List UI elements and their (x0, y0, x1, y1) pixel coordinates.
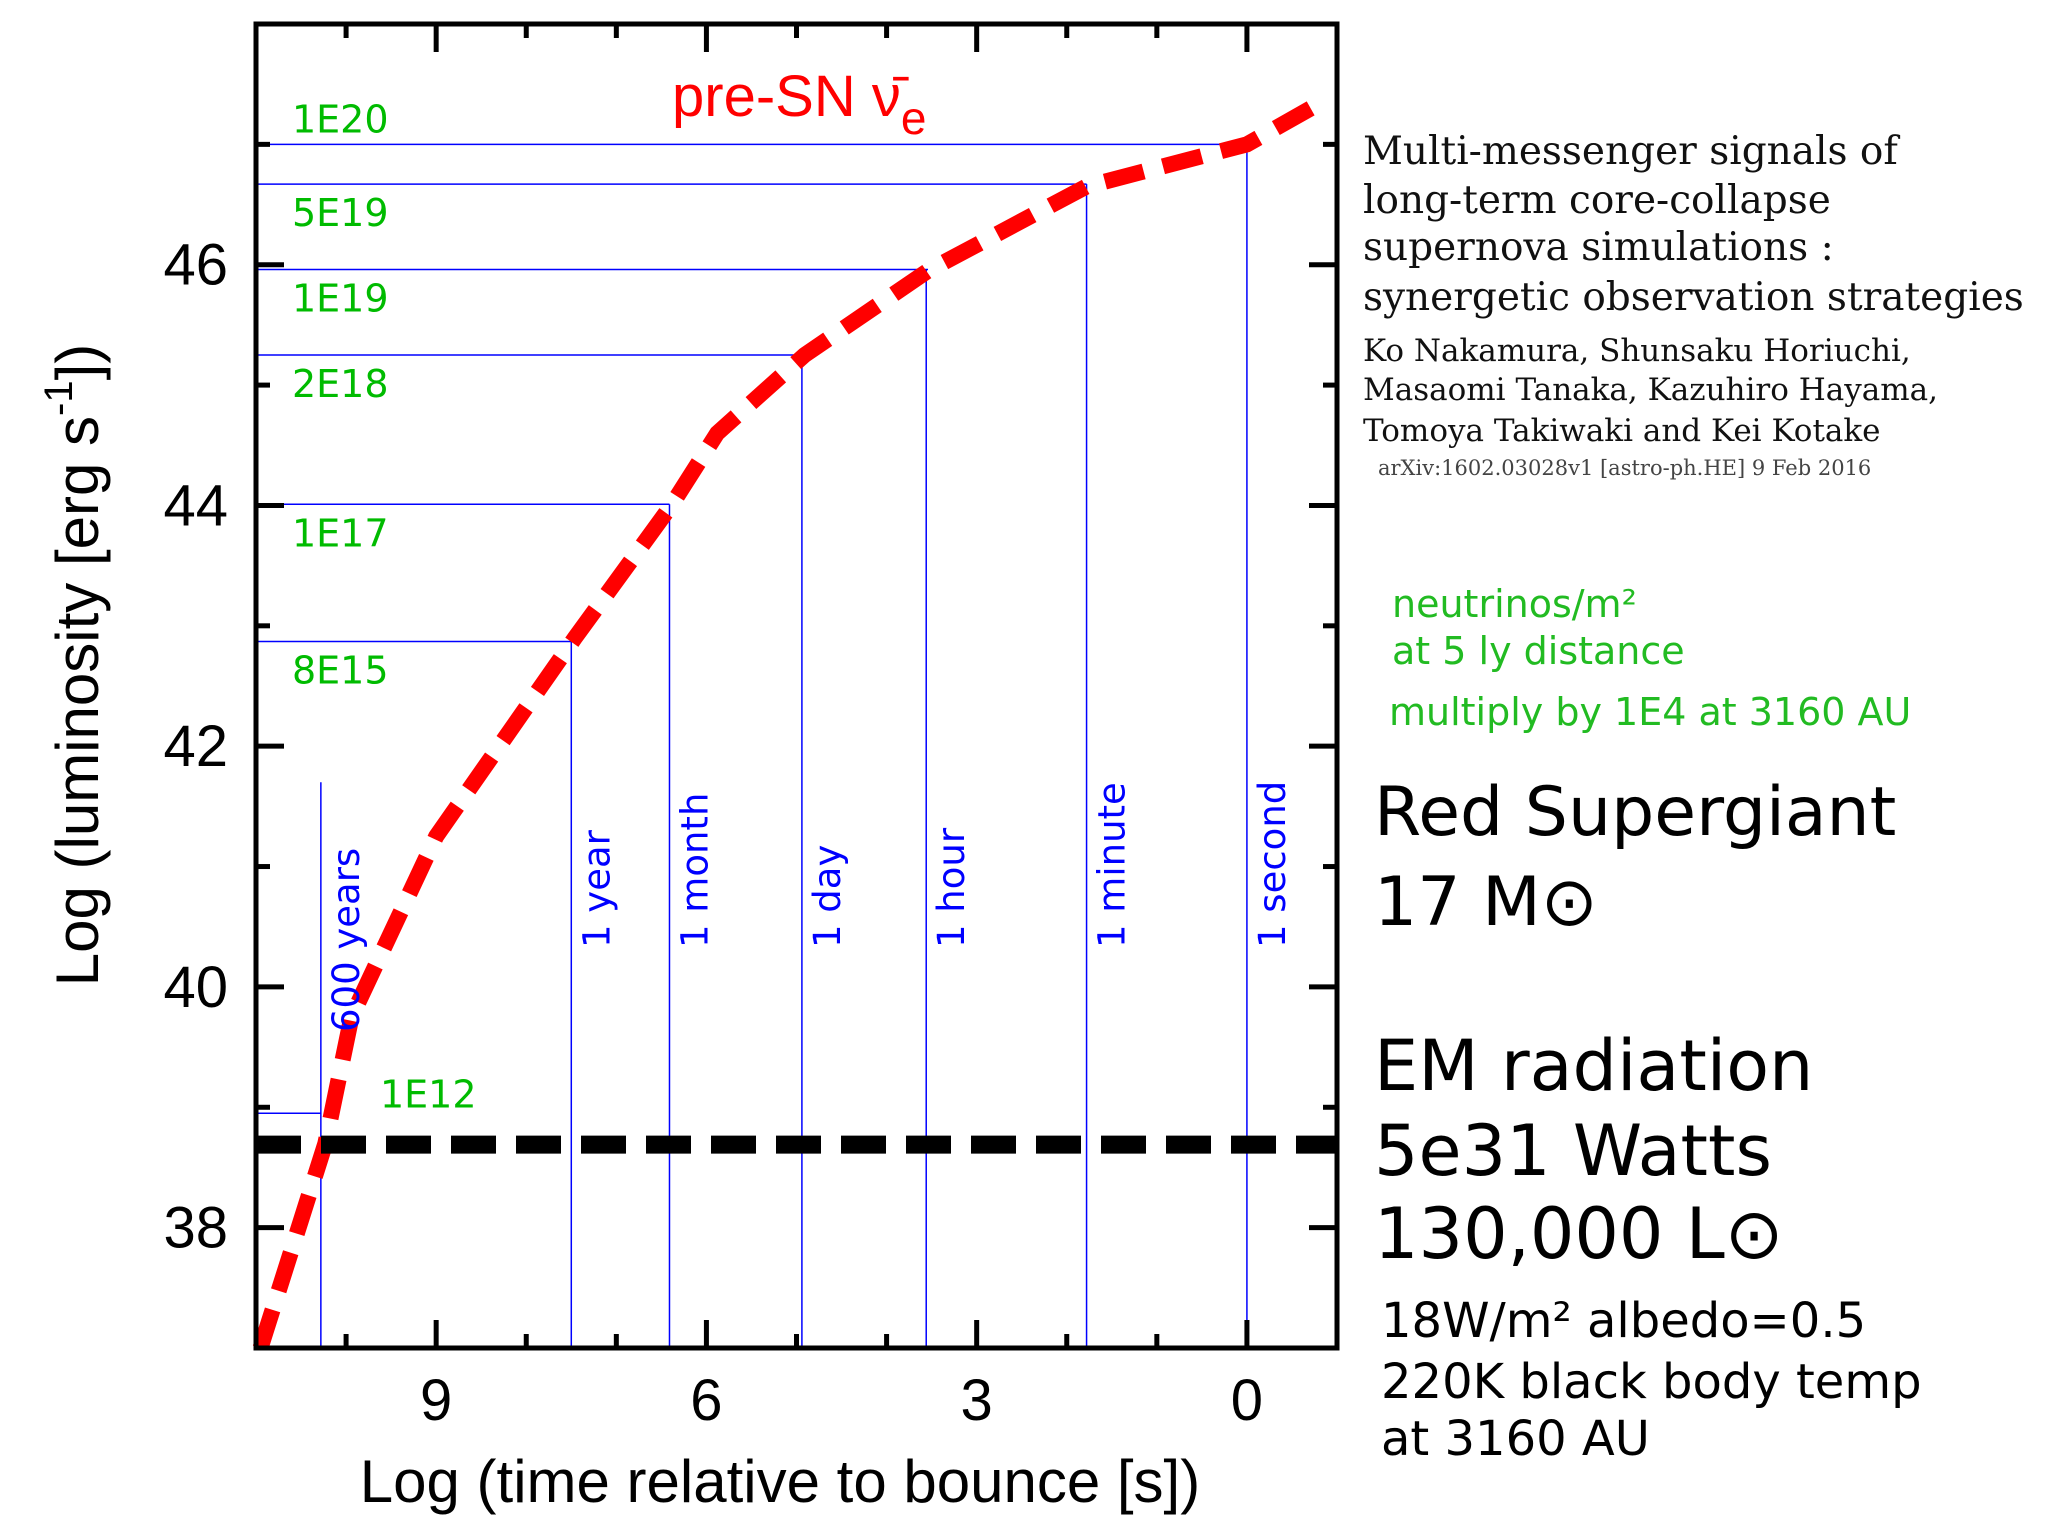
flux-level-label: 1E17 (292, 511, 389, 555)
paper-author-line: Masaomi Tanaka, Kazuhiro Hayama, (1363, 372, 1938, 408)
time-marker-label: 600 years (325, 848, 368, 1032)
paper-author-line: Tomoya Takiwaki and Kei Kotake (1363, 413, 1881, 449)
time-marker-label: 1 second (1251, 781, 1294, 948)
star-mass: 17 M⊙ (1374, 863, 1598, 942)
time-marker-label: 1 minute (1091, 782, 1134, 948)
flux-level-label: 1E12 (380, 1072, 477, 1116)
paper-arxiv: arXiv:1602.03028v1 [astro-ph.HE] 9 Feb 2… (1378, 456, 1871, 480)
x-tick-label: 6 (690, 1368, 722, 1433)
paper-title-line: Multi-messenger signals of (1363, 129, 1900, 174)
chart-title: pre-SN ν̄e (672, 64, 926, 144)
albedo-note: 18W/m² albedo=0.5 (1381, 1293, 1866, 1349)
neutrino-luminosity-curve (252, 101, 1315, 1351)
series-layer (252, 101, 1337, 1351)
paper-title-line: supernova simulations : (1363, 225, 1834, 270)
star-info: Red Supergiant 17 M⊙ EM radiation 5e31 W… (1374, 773, 1922, 1467)
distance-note: at 5 ly distance (1392, 629, 1685, 673)
paper-title-line: long-term core-collapse (1363, 178, 1831, 223)
flux-level-label: 2E18 (292, 362, 389, 406)
y-tick-label: 38 (163, 1196, 228, 1261)
time-marker-label: 1 month (673, 793, 716, 948)
distance-au-note: at 3160 AU (1381, 1411, 1650, 1467)
time-marker-label: 1 day (806, 845, 849, 948)
x-tick-label: 9 (420, 1368, 452, 1433)
flux-level-label: 1E20 (292, 97, 389, 141)
x-tick-label: 0 (1231, 1368, 1263, 1433)
multiply-note: multiply by 1E4 at 3160 AU (1389, 690, 1911, 734)
neutrino-note: neutrinos/m² at 5 ly distance multiply b… (1389, 582, 1911, 734)
flux-level-label: 5E19 (292, 191, 389, 235)
paper-author-line: Ko Nakamura, Shunsaku Horiuchi, (1363, 333, 1911, 369)
guide-lines (256, 143, 1248, 1348)
paper-title-line: synergetic observation strategies (1363, 275, 2024, 320)
flux-level-label: 8E15 (292, 648, 389, 692)
y-tick-label: 46 (163, 233, 228, 298)
y-tick-label: 40 (163, 955, 228, 1020)
em-title: EM radiation (1374, 1025, 1813, 1107)
y-axis-title: Log (luminosity [erg s-1]) (37, 344, 111, 986)
star-type: Red Supergiant (1374, 773, 1896, 852)
x-axis-title: Log (time relative to bounce [s]) (360, 1448, 1200, 1515)
x-tick-label: 3 (961, 1368, 993, 1433)
em-watts: 5e31 Watts (1374, 1110, 1772, 1192)
temperature-note: 220K black body temp (1381, 1354, 1922, 1410)
y-tick-label: 42 (163, 714, 228, 779)
flux-unit-note: neutrinos/m² (1392, 582, 1637, 626)
time-marker-label: 1 year (575, 829, 618, 948)
em-lsun: 130,000 L⊙ (1374, 1193, 1783, 1275)
paper-citation: Multi-messenger signals of long-term cor… (1363, 129, 2024, 480)
time-marker-label: 1 hour (930, 827, 973, 948)
flux-level-label: 1E19 (292, 277, 389, 321)
plot-frame (253, 21, 1340, 1351)
y-tick-label: 44 (163, 473, 228, 538)
axis-labels: 1E20 5E19 1E19 2E18 1E17 8E15 1E12 600 years 1 y… (163, 97, 1293, 1433)
